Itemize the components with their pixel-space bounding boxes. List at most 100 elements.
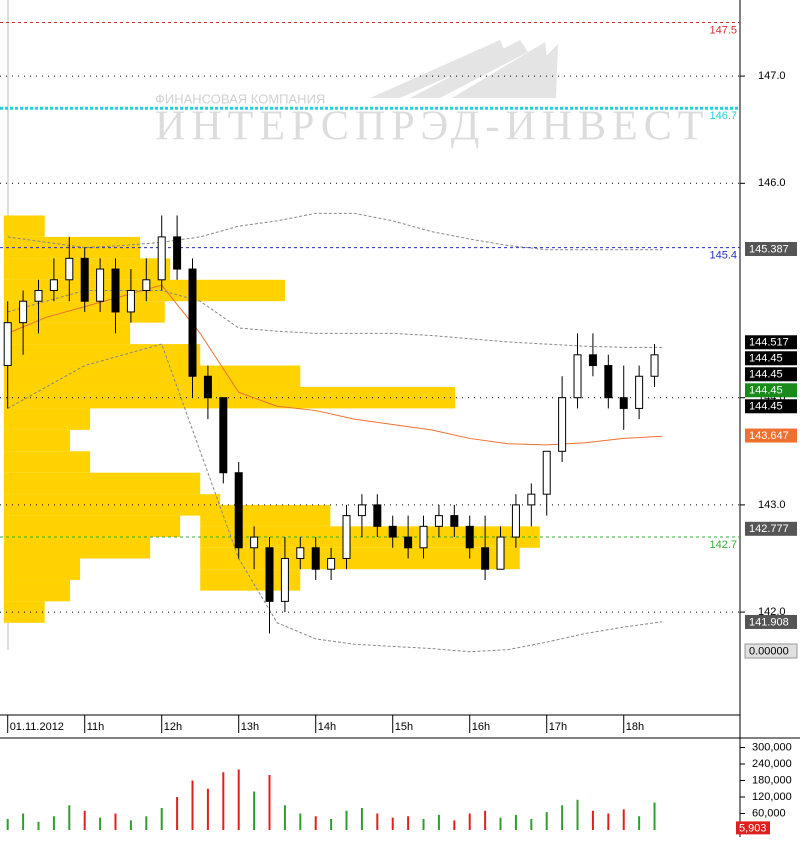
volume-y-tick-label: 240,000 bbox=[752, 758, 792, 770]
volume-profile-bar bbox=[3, 408, 91, 430]
watermark-title: ИНТЕРСПРЭД-ИНВЕСТ bbox=[155, 104, 709, 150]
candle-body bbox=[373, 504, 382, 527]
volume-profile-bar bbox=[200, 569, 301, 591]
price-marker bbox=[745, 614, 797, 629]
volume-y-tick-label: 300,000 bbox=[752, 741, 792, 753]
candle-body bbox=[527, 493, 536, 506]
candle-body bbox=[142, 279, 151, 292]
watermark-logo bbox=[370, 40, 558, 98]
volume-profile-bar bbox=[3, 386, 456, 409]
volume-last-marker bbox=[736, 821, 770, 835]
price-marker bbox=[745, 383, 797, 398]
price-marker-label: 144.45 bbox=[749, 401, 783, 413]
level-label: 145.4 bbox=[709, 250, 737, 262]
candle-body bbox=[173, 236, 182, 270]
candle-body bbox=[511, 504, 520, 538]
volume-profile-bar bbox=[3, 494, 221, 516]
y-tick-label: 143.0 bbox=[758, 499, 786, 511]
price-marker bbox=[745, 521, 797, 536]
price-marker-label: 144.45 bbox=[749, 385, 783, 397]
candle-body bbox=[388, 525, 397, 538]
candle-body bbox=[80, 257, 89, 302]
y-tick-label: 146.0 bbox=[758, 177, 786, 189]
volume-y-tick-label: 180,000 bbox=[752, 774, 792, 786]
candle-body bbox=[404, 536, 413, 549]
price-marker bbox=[745, 428, 797, 443]
volume-y-tick-label: 120,000 bbox=[752, 791, 792, 803]
candle-body bbox=[635, 375, 644, 409]
volume-profile-bar bbox=[3, 537, 151, 559]
volume-profile-bar bbox=[3, 344, 201, 366]
price-marker-label: 143.647 bbox=[749, 430, 789, 442]
candle-body bbox=[619, 397, 628, 409]
volume-last-label: 5,903 bbox=[739, 822, 767, 834]
candle-body bbox=[311, 547, 320, 570]
candle-body bbox=[234, 472, 243, 549]
volume-profile-bar bbox=[3, 579, 71, 602]
y-tick-label: 147.0 bbox=[758, 70, 786, 82]
candle-body bbox=[49, 279, 58, 292]
price-marker-label: 142.777 bbox=[749, 523, 789, 535]
level-label: 146.7 bbox=[709, 110, 737, 122]
price-marker bbox=[745, 242, 797, 257]
volume-profile-bar bbox=[3, 322, 131, 345]
volume-profile-bar bbox=[3, 515, 181, 538]
x-tick-label: 15h bbox=[395, 721, 413, 733]
indicator-line bbox=[7, 212, 663, 251]
candle-body bbox=[465, 525, 474, 549]
price-marker-label: 144.45 bbox=[749, 369, 783, 381]
candle-body bbox=[419, 525, 428, 549]
price-marker-label: 141.908 bbox=[749, 616, 789, 628]
indicator-readout: 0.00000 bbox=[749, 645, 789, 657]
volume-profile-bar bbox=[3, 451, 91, 473]
x-tick-label: 13h bbox=[241, 721, 259, 733]
level-label: 142.7 bbox=[709, 539, 737, 551]
x-tick-label: 17h bbox=[549, 721, 567, 733]
candle-body bbox=[250, 536, 259, 549]
candle-body bbox=[265, 547, 274, 602]
candle-body bbox=[188, 268, 197, 377]
candle-body bbox=[203, 375, 212, 399]
x-tick-label: 14h bbox=[318, 721, 336, 733]
x-tick-label: 16h bbox=[472, 721, 490, 733]
candle-body bbox=[357, 504, 366, 517]
x-tick-label: 11h bbox=[87, 721, 105, 733]
price-marker bbox=[745, 351, 797, 366]
price-marker bbox=[745, 399, 797, 414]
volume-profile-bar bbox=[200, 504, 331, 527]
price-marker bbox=[745, 367, 797, 382]
candle-body bbox=[19, 300, 28, 324]
price-marker-label: 144.517 bbox=[749, 337, 789, 349]
candle-body bbox=[34, 290, 43, 302]
volume-profile-bar bbox=[3, 558, 81, 580]
candle-body bbox=[588, 354, 597, 367]
candle-body bbox=[542, 450, 551, 495]
volume-profile-bar bbox=[200, 547, 520, 570]
candle-body bbox=[604, 365, 613, 399]
candle-body bbox=[157, 236, 166, 281]
candle-body bbox=[280, 557, 289, 602]
volume-profile-bar bbox=[3, 472, 201, 495]
candle-body bbox=[481, 547, 490, 570]
candle-body bbox=[96, 268, 105, 302]
candle-body bbox=[327, 557, 336, 570]
volume-profile-bar bbox=[3, 215, 45, 237]
price-marker bbox=[745, 335, 797, 350]
candle-body bbox=[296, 547, 305, 559]
candle-body bbox=[111, 268, 120, 313]
indicator-readout-box bbox=[744, 643, 798, 659]
volume-profile-bar bbox=[3, 365, 301, 387]
x-tick-label: 18h bbox=[626, 721, 644, 733]
candle-body bbox=[65, 257, 74, 281]
candle-body bbox=[434, 515, 443, 527]
volume-profile-bar bbox=[3, 236, 141, 259]
candle-body bbox=[3, 322, 12, 367]
level-label: 147.5 bbox=[709, 24, 737, 36]
candle-body bbox=[573, 354, 582, 399]
candle-body bbox=[450, 515, 459, 527]
watermark-subtitle: ФИНАНСОВАЯ КОМПАНИЯ bbox=[155, 91, 325, 106]
candle-body bbox=[496, 536, 505, 570]
candle-body bbox=[342, 515, 351, 559]
